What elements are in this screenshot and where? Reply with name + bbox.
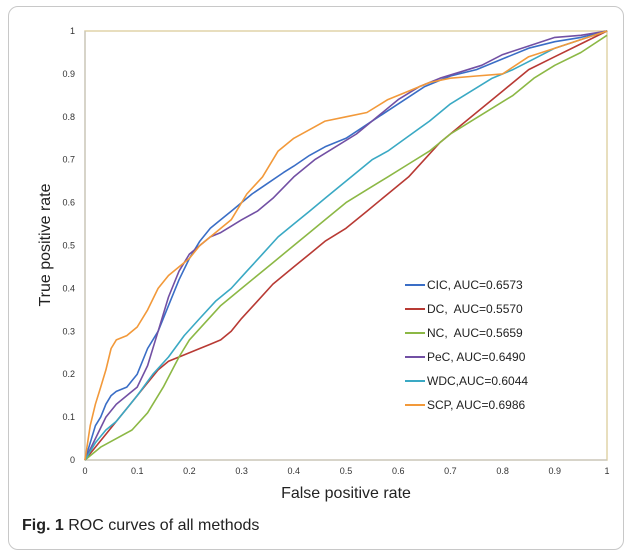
x-axis-title: False positive rate: [281, 485, 411, 502]
x-tick-label: 0.9: [549, 466, 562, 476]
legend-label: NC, AUC=0.5659: [427, 326, 523, 340]
y-tick-label: 0.5: [62, 241, 75, 251]
x-tick-label: 0.3: [235, 466, 248, 476]
legend-label: WDC,AUC=0.6044: [427, 374, 528, 388]
caption-label: Fig. 1: [22, 517, 64, 534]
x-tick-label: 0.7: [444, 466, 457, 476]
y-tick-label: 0.7: [62, 155, 75, 165]
legend-label: CIC, AUC=0.6573: [427, 278, 523, 292]
x-tick-labels: 0 0.1 0.2 0.3 0.4 0.5 0.6 0.7 0.8 0.9 1: [82, 466, 609, 476]
series-lines: [84, 30, 608, 461]
x-tick-label: 0.6: [392, 466, 405, 476]
y-tick-labels: 0 0.1 0.2 0.3 0.4 0.5 0.6 0.7 0.8 0.9 1: [62, 26, 75, 465]
legend-label: SCP, AUC=0.6986: [427, 398, 526, 412]
legend-label: DC, AUC=0.5570: [427, 302, 523, 316]
y-tick-label: 0: [70, 455, 75, 465]
x-tick-label: 0.8: [496, 466, 509, 476]
y-tick-label: 1: [70, 26, 75, 36]
x-tick-label: 0.2: [183, 466, 196, 476]
series-line-0: [84, 30, 608, 461]
series-line-3: [84, 30, 608, 461]
y-axis-title: True positive rate: [37, 183, 54, 306]
plot-area: [84, 30, 608, 461]
caption-text: ROC curves of all methods: [63, 517, 260, 534]
legend: CIC, AUC=0.6573 DC, AUC=0.5570 NC, AUC=0.5…: [405, 278, 528, 412]
series-line-5: [84, 30, 608, 461]
y-tick-label: 0.8: [62, 112, 75, 122]
figure-caption: Fig. 1 ROC curves of all methods: [22, 517, 259, 535]
y-tick-label: 0.6: [62, 198, 75, 208]
series-line-2: [84, 34, 608, 461]
y-tick-label: 0.1: [62, 412, 75, 422]
y-tick-label: 0.9: [62, 69, 75, 79]
y-tick-label: 0.4: [62, 283, 75, 293]
y-tick-label: 0.2: [62, 369, 75, 379]
x-tick-label: 1: [604, 466, 609, 476]
y-tick-label: 0.3: [62, 326, 75, 336]
x-tick-label: 0.5: [340, 466, 353, 476]
x-tick-label: 0.4: [288, 466, 301, 476]
series-line-4: [84, 30, 608, 461]
legend-label: PeC, AUC=0.6490: [427, 350, 526, 364]
x-tick-label: 0.1: [131, 466, 144, 476]
x-tick-label: 0: [82, 466, 87, 476]
